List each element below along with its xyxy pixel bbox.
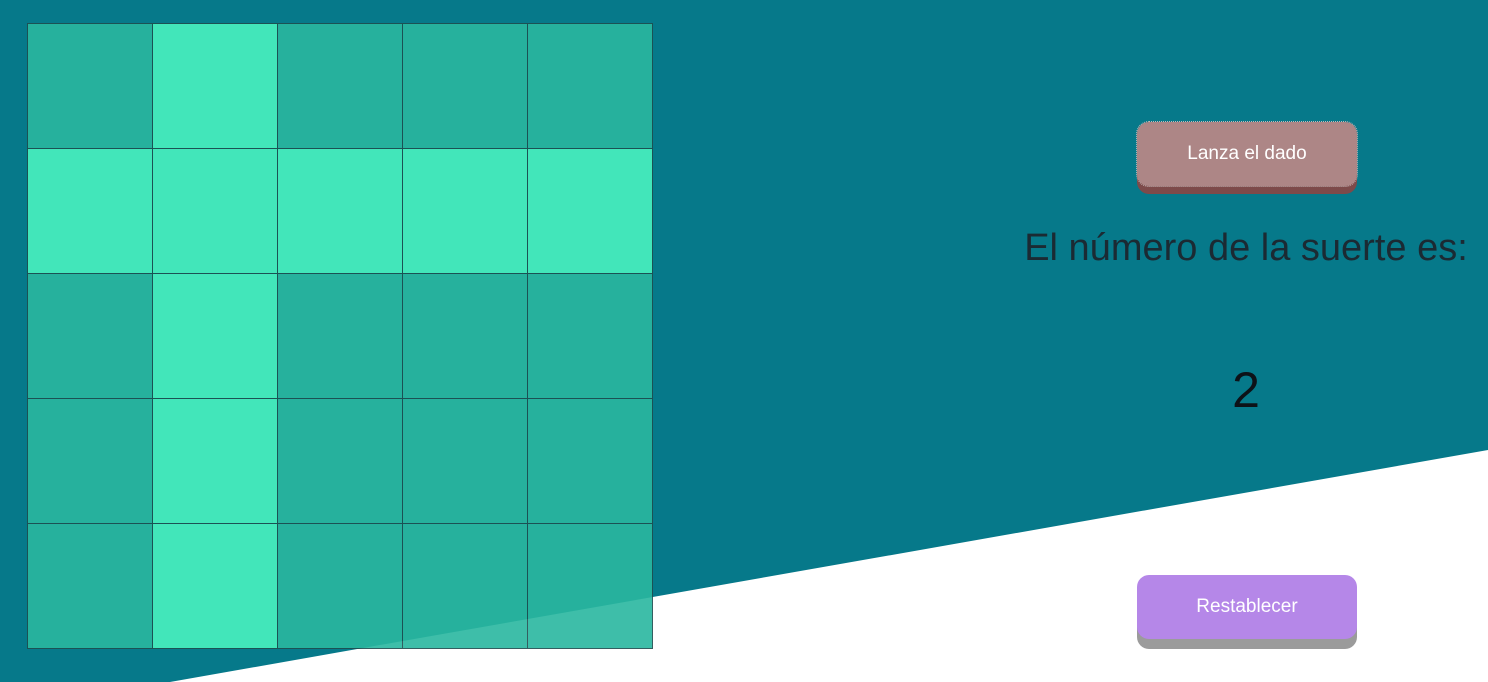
- board-cell: [401, 147, 528, 274]
- reset-button[interactable]: Restablecer: [1137, 575, 1357, 639]
- board-cell: [26, 522, 153, 649]
- board-cell: [526, 397, 653, 524]
- board-cell: [276, 397, 403, 524]
- board-cell: [26, 147, 153, 274]
- result-label: El número de la suerte es:: [1024, 227, 1468, 269]
- board-cell: [151, 272, 278, 399]
- board-cell: [26, 22, 153, 149]
- dice-result-value: 2: [1232, 362, 1260, 418]
- control-panel: Lanza el dado El número de la suerte es:…: [1006, 0, 1486, 682]
- board-cell: [151, 147, 278, 274]
- board-cell: [526, 147, 653, 274]
- board-cell: [276, 522, 403, 649]
- board-cell: [276, 147, 403, 274]
- board-cell: [401, 272, 528, 399]
- board-cell: [26, 397, 153, 524]
- game-board: [26, 22, 653, 649]
- board-cell: [526, 522, 653, 649]
- board-cell: [151, 22, 278, 149]
- board-cell: [276, 272, 403, 399]
- board-cell: [401, 397, 528, 524]
- board-cell: [526, 22, 653, 149]
- board-cell: [526, 272, 653, 399]
- roll-dice-button[interactable]: Lanza el dado: [1136, 121, 1358, 187]
- board-cell: [26, 272, 153, 399]
- board-cell: [401, 22, 528, 149]
- board-cell: [151, 397, 278, 524]
- board-cell: [276, 22, 403, 149]
- board-cell: [151, 522, 278, 649]
- board-cell: [401, 522, 528, 649]
